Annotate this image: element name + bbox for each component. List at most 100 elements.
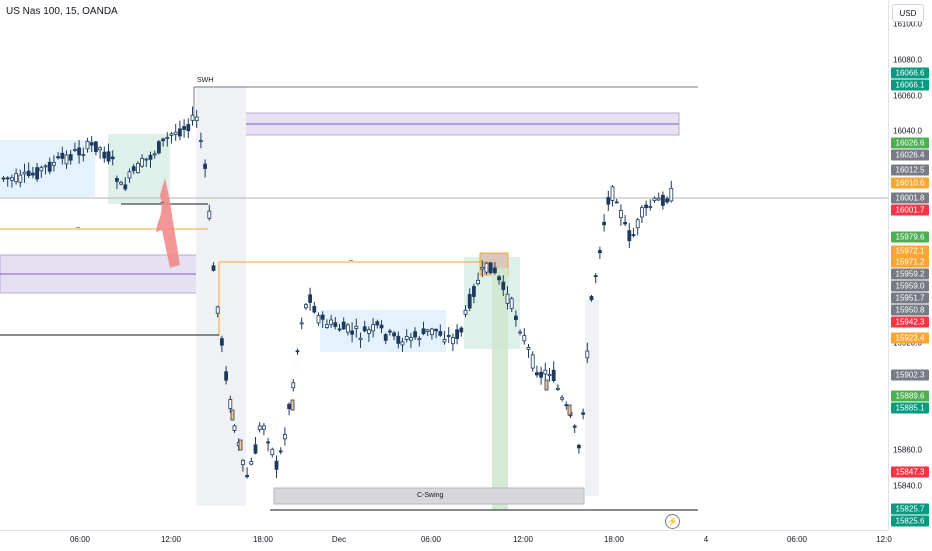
candle-body (539, 371, 543, 378)
candle-body (203, 163, 208, 169)
c-swing-label: C-Swing (417, 492, 444, 499)
candle-body (627, 230, 632, 242)
candle-body (266, 441, 271, 444)
candle-body (308, 294, 313, 303)
candle-body (324, 324, 329, 328)
candle-body (404, 336, 409, 340)
candle-body (501, 281, 506, 290)
candle-body (119, 181, 123, 185)
price-tag: 15847.3 (891, 466, 929, 478)
candle-body (303, 304, 308, 309)
candle-body (131, 166, 136, 172)
candle-body (219, 338, 224, 346)
candle-body (26, 170, 31, 177)
candle-body (329, 319, 334, 325)
price-tick-label: 16080.0 (893, 55, 922, 65)
price-tag: 15902.3 (891, 369, 929, 381)
candle-body (661, 194, 665, 206)
candle-body (345, 324, 350, 333)
candle-body (669, 188, 674, 202)
candle-body (299, 322, 304, 325)
candle-body (551, 369, 556, 382)
candle-body (253, 444, 258, 454)
candle-body (77, 147, 81, 156)
candle-body (350, 330, 355, 335)
candlestick-chart[interactable] (0, 0, 888, 530)
candle-body (333, 322, 338, 327)
time-tick-label: 12:00 (512, 535, 534, 544)
candle-body (535, 372, 539, 376)
candle-body (39, 167, 44, 172)
candle-body (94, 141, 98, 152)
candle-body (98, 147, 102, 151)
candle-body (190, 114, 195, 121)
candle-body (526, 347, 531, 350)
candle-body-highlight (544, 379, 549, 391)
price-tag: 15825.7 (891, 503, 929, 515)
candle-body (106, 151, 111, 162)
candle-body (640, 207, 644, 218)
candle-body (484, 262, 489, 273)
candle-body (295, 350, 300, 353)
candle-body (450, 336, 455, 345)
candle-body (312, 305, 317, 313)
candle-body (68, 154, 73, 161)
candle-body (5, 177, 10, 180)
candle-body (81, 154, 86, 156)
candle-body (421, 328, 426, 335)
price-tick-label: 15860.0 (893, 445, 922, 455)
candle-body (152, 153, 157, 156)
symbol-title[interactable]: US Nas 100, 15, OANDA (6, 6, 118, 17)
candle-body (135, 163, 140, 174)
candle-body (198, 140, 203, 143)
currency-button[interactable]: USD (892, 4, 924, 22)
candle-body (161, 138, 166, 142)
candle-body (476, 279, 481, 285)
candle-body (585, 350, 590, 359)
candle-body (509, 298, 514, 309)
time-tick-label: 18:00 (603, 535, 625, 544)
price-tag: 16001.7 (891, 204, 929, 216)
candle-body (140, 158, 145, 167)
candle-body (408, 337, 413, 341)
price-tag: 16026.6 (891, 137, 929, 149)
candle-body (375, 321, 380, 326)
candle-body (665, 198, 669, 203)
green-vertical-zone (492, 268, 508, 510)
candle-body (73, 149, 77, 152)
candle-body (635, 219, 640, 229)
candle-body (1, 177, 6, 180)
candle-body (560, 397, 564, 400)
candle-body (589, 296, 594, 301)
candle-body (144, 158, 149, 161)
candle-body (173, 131, 178, 135)
candle-body (434, 328, 439, 332)
candle-body (413, 331, 418, 338)
candle-body (606, 197, 611, 205)
candle-body (543, 369, 548, 375)
candle-body (614, 201, 619, 204)
candle-body (249, 461, 254, 465)
shaded-column-right (585, 300, 599, 496)
candle-body (274, 460, 279, 470)
price-tag: 15825.6 (891, 515, 929, 527)
candle-body (518, 331, 522, 334)
candle-body (127, 171, 132, 179)
candle-body (471, 286, 476, 297)
candle-body (652, 197, 657, 202)
candle-body (85, 140, 90, 150)
candle-body (240, 459, 245, 466)
candle-body (282, 434, 287, 440)
lightning-icon[interactable]: ⚡ (665, 514, 680, 529)
candle-body (60, 152, 65, 159)
tilde-label-left: ~ (76, 225, 81, 232)
candle-body (446, 334, 451, 337)
time-axis[interactable]: 06:00 12:00 18:00 Dec 06:00 12:00 18:00 4 06:00 1… (0, 530, 892, 551)
price-tag: 15942.3 (891, 316, 929, 328)
candle-body (102, 151, 107, 159)
chart-area[interactable]: US Nas 100, 15, OANDA SWH C-Swing ~ ~ ~ … (0, 0, 888, 530)
price-axis[interactable]: 16100.016080.016060.016040.015920.015860… (888, 0, 932, 530)
candle-body (463, 309, 468, 315)
price-tag: 16010.6 (891, 177, 929, 189)
time-tick-label: 06:00 (69, 535, 91, 544)
